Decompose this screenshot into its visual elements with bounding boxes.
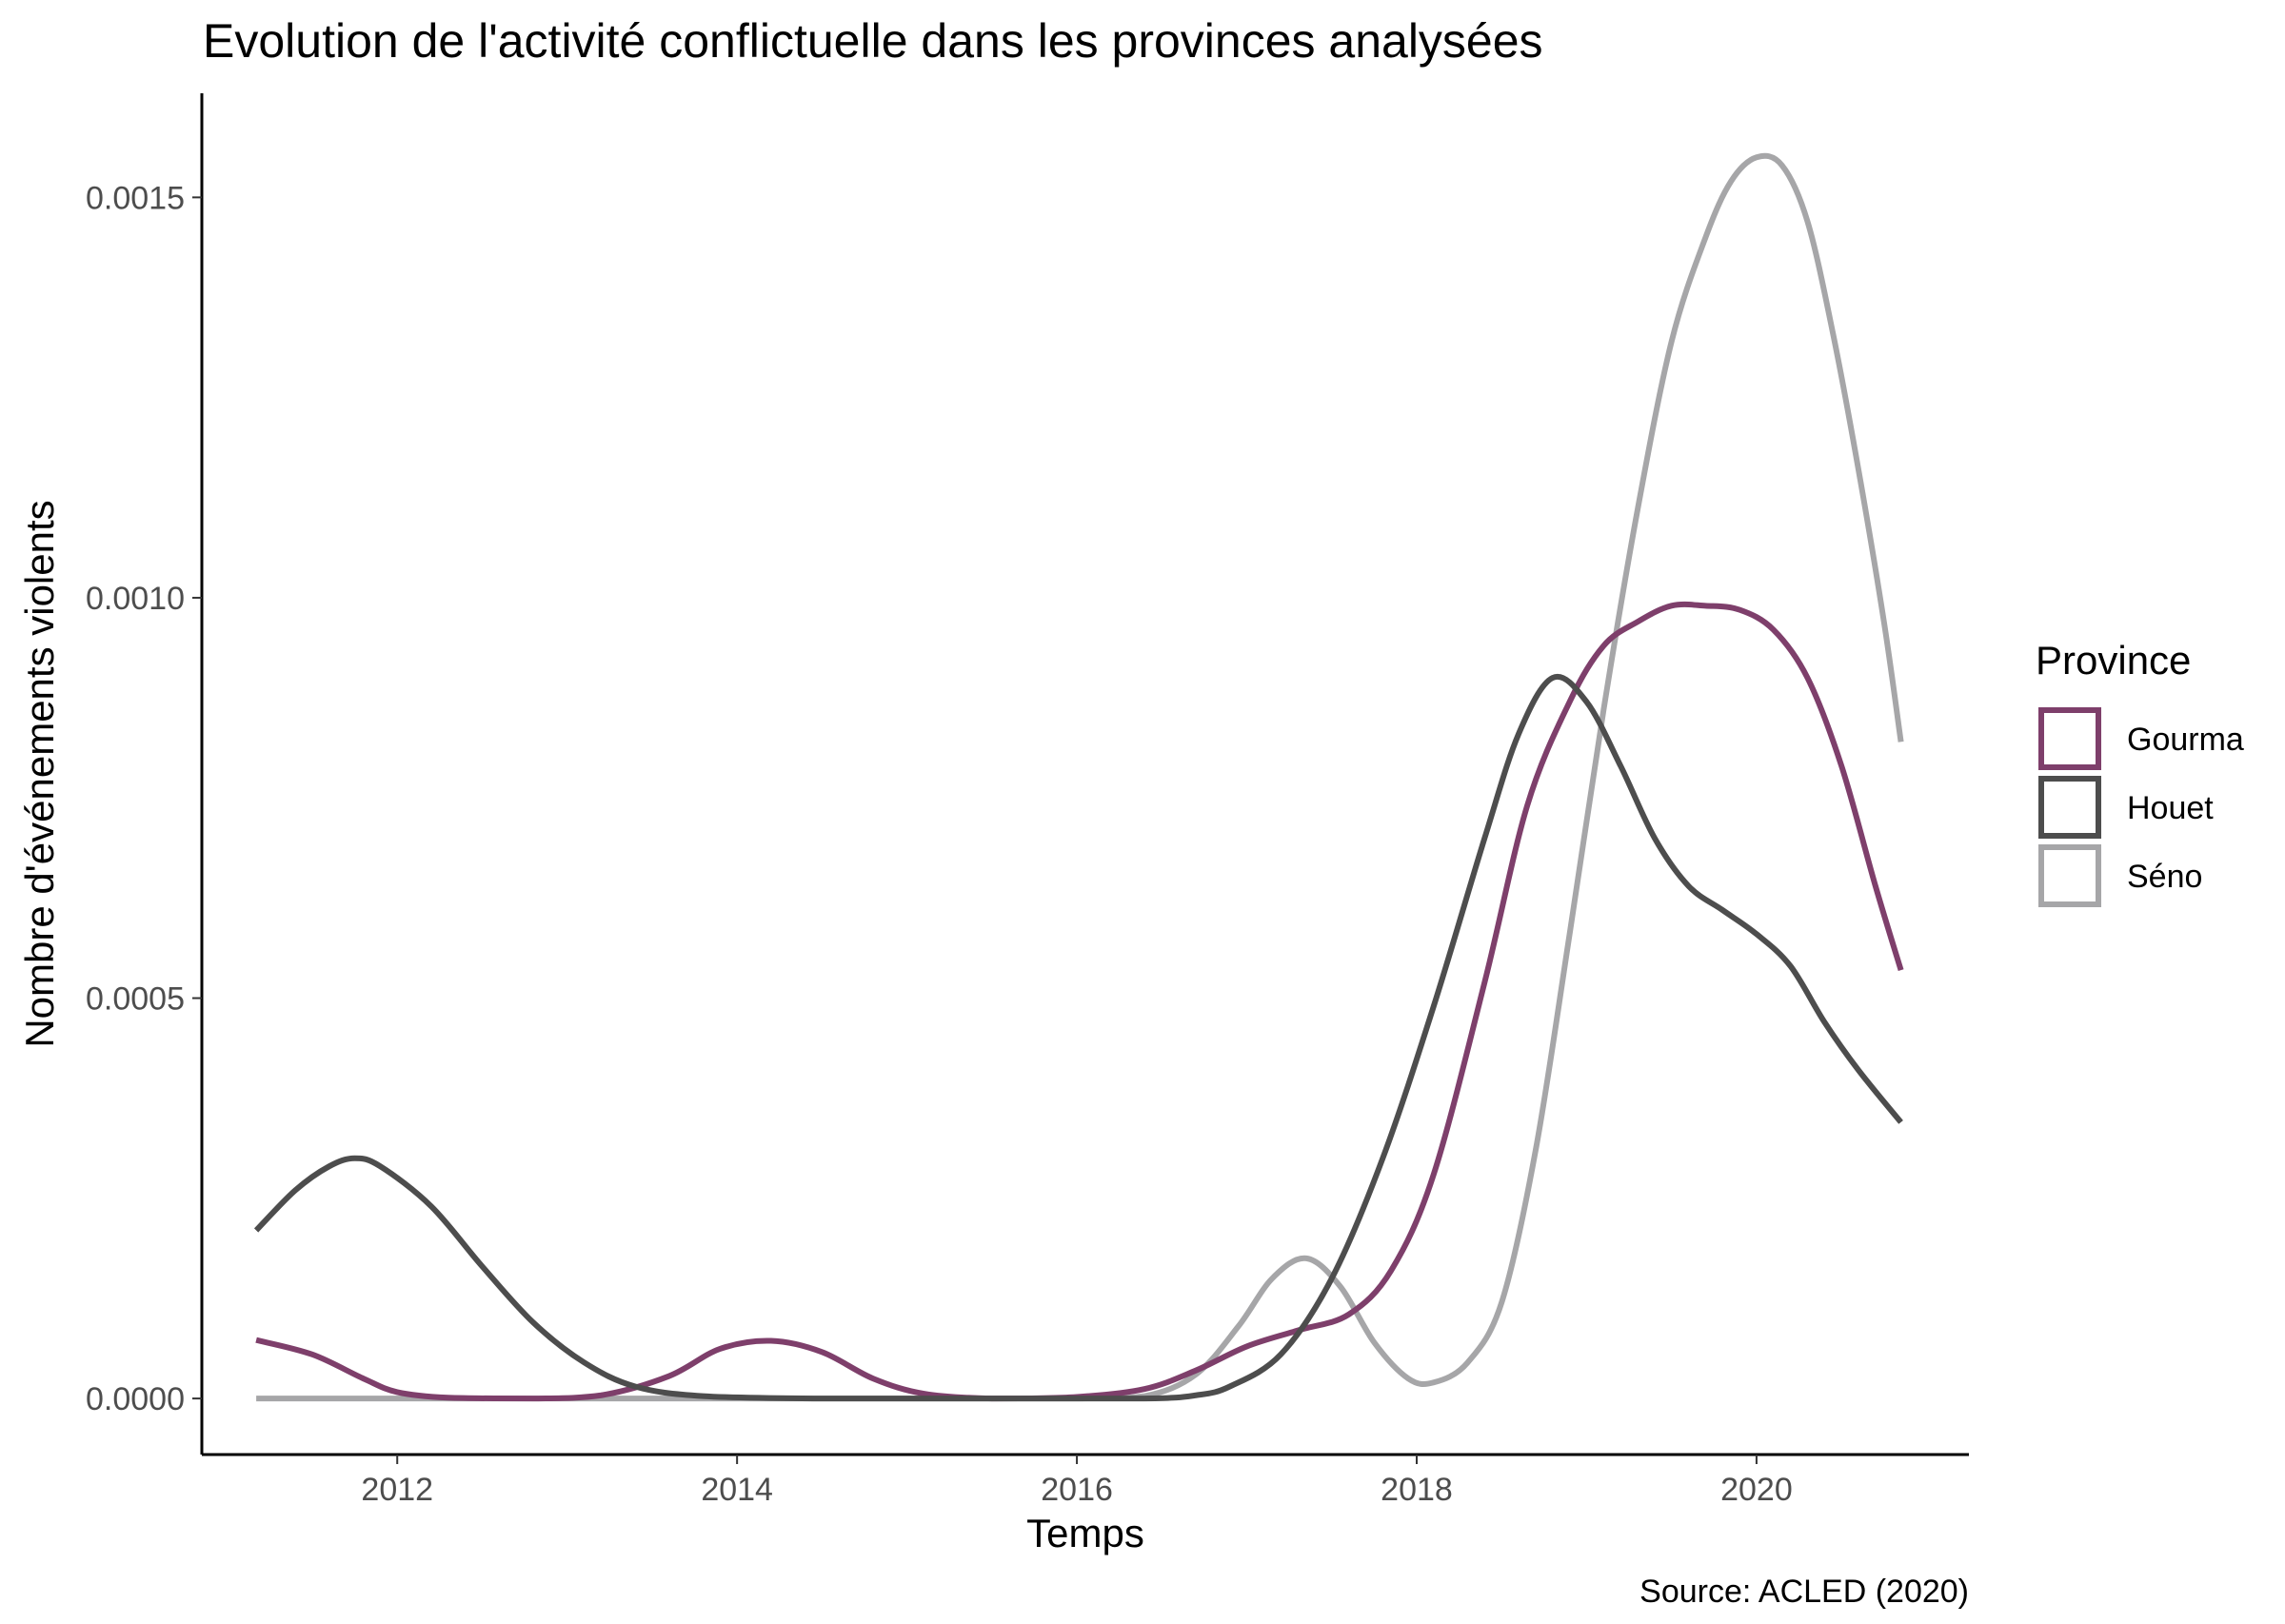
x-tick-label: 2014 bbox=[701, 1472, 773, 1508]
y-tick-label: 0.0015 bbox=[86, 180, 185, 216]
legend-label-houet: Houet bbox=[2127, 790, 2214, 826]
y-tick-label: 0.0005 bbox=[86, 981, 185, 1018]
legend-label-gourma: Gourma bbox=[2127, 722, 2244, 758]
legend-key-gourma bbox=[2038, 707, 2101, 770]
series-layer bbox=[253, 152, 1904, 1402]
legend: Province Gourma Houet Séno bbox=[2036, 638, 2244, 907]
x-tick-label: 2012 bbox=[361, 1472, 433, 1508]
x-tick-label: 2018 bbox=[1381, 1472, 1453, 1508]
legend-key-houet bbox=[2038, 776, 2101, 839]
y-tick-label: 0.0010 bbox=[86, 581, 185, 617]
legend-key-seno bbox=[2038, 844, 2101, 907]
x-tick-label: 2020 bbox=[1720, 1472, 1793, 1508]
legend-items: Gourma Houet Séno bbox=[2038, 707, 2244, 907]
y-ticks: 0.0000 0.0005 0.0010 0.0015 bbox=[86, 180, 202, 1417]
chart-caption: Source: ACLED (2020) bbox=[1639, 1574, 1969, 1610]
x-axis-title: Temps bbox=[1026, 1511, 1144, 1555]
series-line-houet bbox=[253, 673, 1903, 1402]
legend-title: Province bbox=[2036, 638, 2191, 683]
y-axis-title: Nombre d'événements violents bbox=[17, 500, 62, 1047]
x-ticks: 2012 2014 2016 2018 2020 bbox=[361, 1455, 1793, 1508]
x-tick-label: 2016 bbox=[1041, 1472, 1113, 1508]
y-tick-label: 0.0000 bbox=[86, 1381, 185, 1417]
plot-area: 2012 2014 2016 2018 2020 0.00000.00050.00100… bbox=[86, 93, 1969, 1508]
chart-title: Evolution de l'activité conflictuelle da… bbox=[203, 14, 1543, 68]
legend-label-seno: Séno bbox=[2127, 859, 2202, 895]
